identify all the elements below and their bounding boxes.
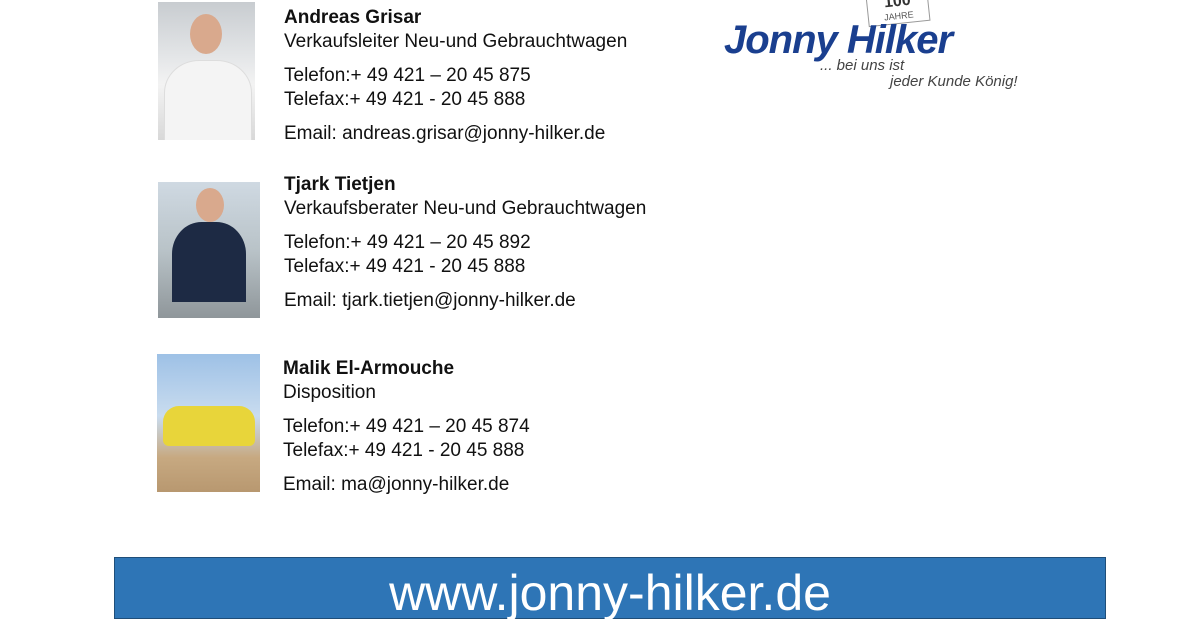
contact-name: Malik El-Armouche <box>283 358 455 379</box>
website-banner[interactable]: www.jonny-hilker.de <box>114 557 1106 621</box>
contact-email[interactable]: Email: tjark.tietjen@jonny-hilker.de <box>284 290 576 311</box>
contact-phone: Telefon:+ 49 421 – 20 45 892 <box>284 232 531 253</box>
contact-fax: Telefax:+ 49 421 - 20 45 888 <box>284 89 526 110</box>
contact-phone: Telefon:+ 49 421 – 20 45 874 <box>283 416 530 437</box>
contact-role: Verkaufsleiter Neu-und Gebrauchtwagen <box>284 31 628 52</box>
company-logo: 100 JAHRE Jonny Hilker ... bei uns ist jed… <box>722 0 1022 100</box>
contact-role: Verkaufsberater Neu-und Gebrauchtwagen <box>284 198 647 219</box>
photo-malik-el-armouche <box>157 354 260 492</box>
contact-name: Andreas Grisar <box>284 7 422 28</box>
photo-andreas-grisar <box>158 2 255 140</box>
contact-email[interactable]: Email: ma@jonny-hilker.de <box>283 474 510 495</box>
photo-tjark-tietjen <box>158 182 260 318</box>
logo-slogan: ... bei uns ist jeder Kunde König! <box>820 57 1018 90</box>
contact-name: Tjark Tietjen <box>284 174 396 195</box>
contact-fax: Telefax:+ 49 421 - 20 45 888 <box>283 440 525 461</box>
contact-fax: Telefax:+ 49 421 - 20 45 888 <box>284 256 526 277</box>
contact-role: Disposition <box>283 382 376 403</box>
logo-brand: Jonny Hilker <box>724 18 953 62</box>
contact-phone: Telefon:+ 49 421 – 20 45 875 <box>284 65 531 86</box>
contact-email[interactable]: Email: andreas.grisar@jonny-hilker.de <box>284 123 606 144</box>
